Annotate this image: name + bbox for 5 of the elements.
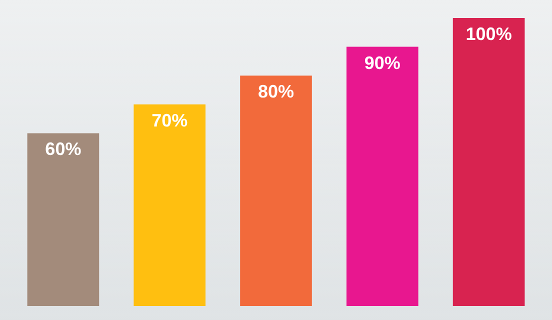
data-label: 60% [45, 139, 82, 160]
data-label: 80% [258, 82, 294, 102]
data-label: 70% [152, 110, 188, 130]
data-label: 100% [466, 24, 512, 44]
data-label: 90% [364, 52, 400, 73]
